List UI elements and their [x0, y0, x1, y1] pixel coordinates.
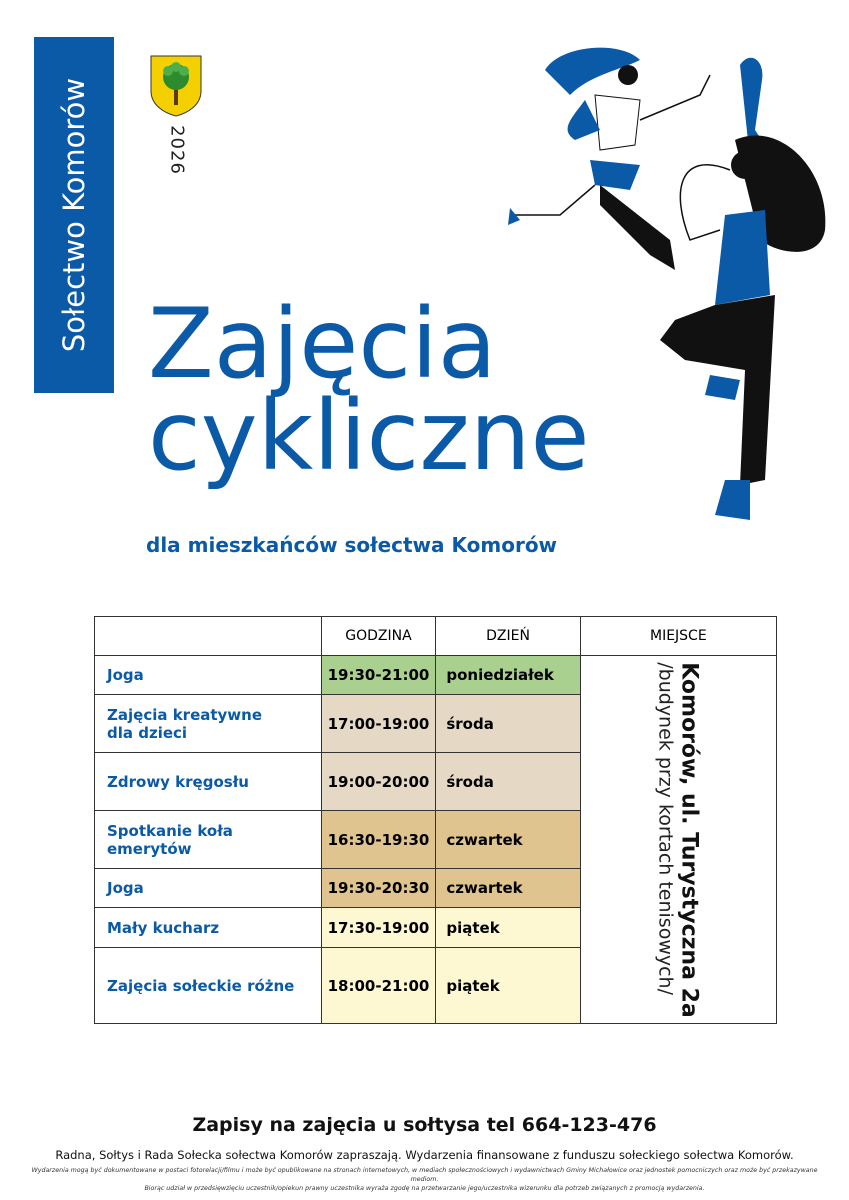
sidebar-banner: Sołectwo Komorów [34, 37, 114, 393]
header-miejsce: MIEJSCE [579, 616, 778, 656]
signup-info: Zapisy na zajęcia u sołtysa tel 664-123-… [192, 1114, 657, 1136]
coat-of-arms-icon [150, 55, 202, 117]
table-row: Zajęcia sołeckie różne 18:00-21:00 piąte… [94, 947, 777, 1024]
year: 2026 [166, 125, 188, 175]
subtitle: dla mieszkańców sołectwa Komorów [146, 533, 558, 557]
table-header: GODZINA DZIEŃ MIEJSCE [94, 616, 778, 656]
sidebar-label: Sołectwo Komorów [57, 77, 91, 353]
organizer-info: Radna, Sołtys i Rada Sołecka sołectwa Ko… [55, 1148, 794, 1162]
table-row: Joga 19:30-21:00 poniedziałek Komorów, u… [94, 655, 778, 1024]
disclaimer: Wydarzenia mogą być dokumentowane w post… [31, 1167, 818, 1192]
place-cell: Komorów, ul. Turystyczna 2a/budynek przy… [579, 655, 778, 1024]
table-row: Mały kucharz 17:30-19:00 piątek [94, 907, 777, 948]
table-row: Spotkanie koła emerytów 16:30-19:30 czwa… [94, 810, 777, 869]
header-godzina: GODZINA [320, 616, 437, 656]
page-title: Zajęcia cykliczne [148, 288, 590, 492]
dancers-illustration [508, 47, 826, 520]
schedule-table: GODZINA DZIEŃ MIEJSCE Joga 19:30-21:00 p… [94, 616, 778, 1024]
header-dzien: DZIEŃ [435, 616, 581, 656]
